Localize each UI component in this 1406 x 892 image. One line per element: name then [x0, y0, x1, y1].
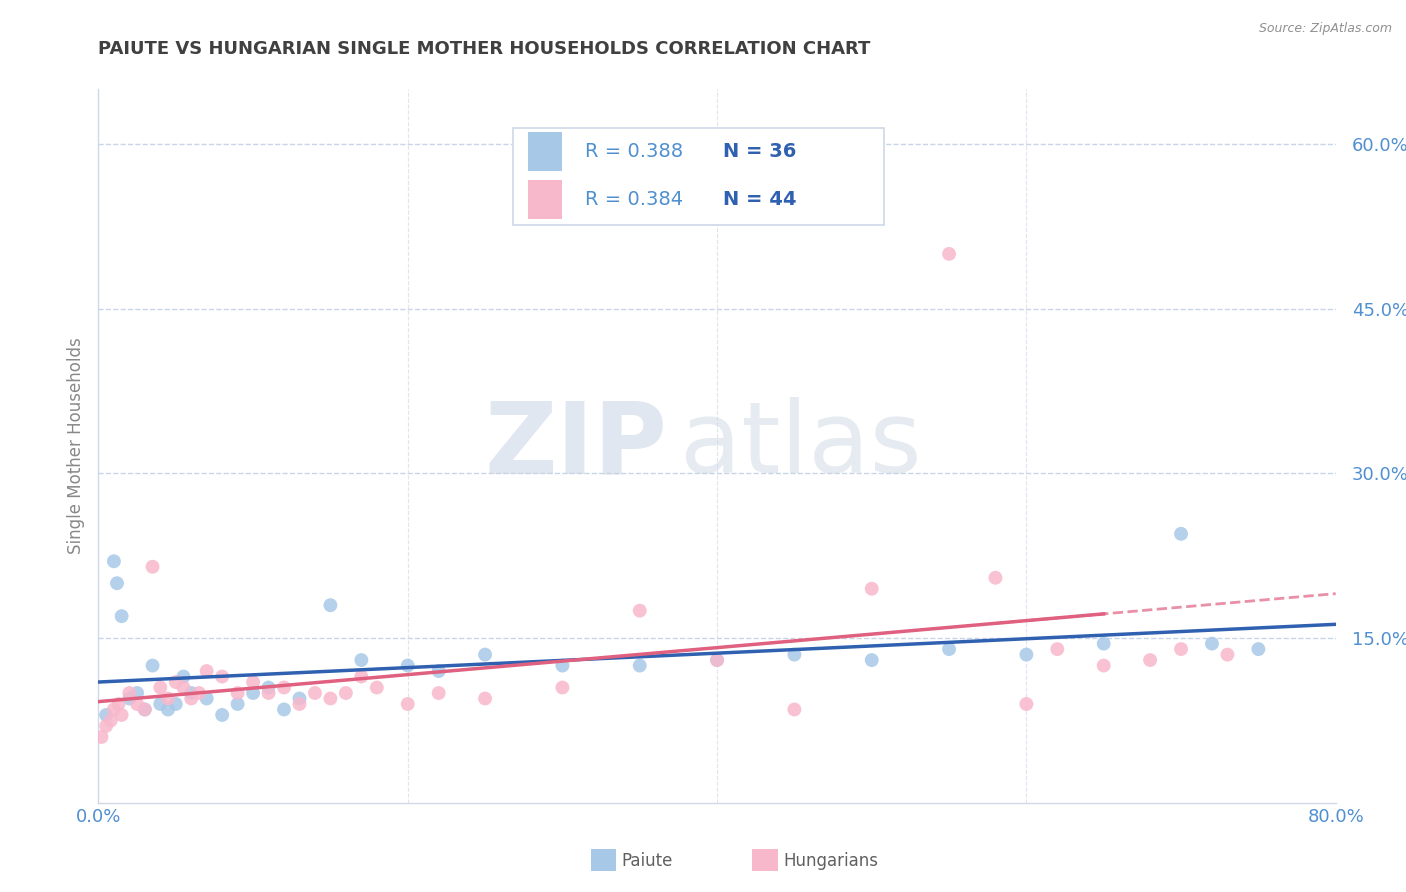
- Point: [180, 691, 202, 706]
- Point: [628, 604, 651, 618]
- Point: [551, 658, 574, 673]
- Point: [242, 675, 264, 690]
- Point: [1015, 697, 1038, 711]
- Point: [1201, 637, 1223, 651]
- Point: [134, 702, 156, 716]
- Point: [165, 675, 187, 690]
- Point: [366, 681, 388, 695]
- Text: PAIUTE VS HUNGARIAN SINGLE MOTHER HOUSEHOLDS CORRELATION CHART: PAIUTE VS HUNGARIAN SINGLE MOTHER HOUSEH…: [98, 40, 870, 58]
- Point: [1015, 648, 1038, 662]
- Point: [211, 669, 233, 683]
- Text: N = 36: N = 36: [723, 142, 797, 161]
- Point: [96, 719, 118, 733]
- Bar: [527, 180, 562, 219]
- Point: [1092, 658, 1115, 673]
- Point: [127, 697, 149, 711]
- Point: [1170, 642, 1192, 657]
- Point: [195, 691, 218, 706]
- Point: [860, 582, 883, 596]
- Point: [149, 681, 172, 695]
- Point: [211, 708, 233, 723]
- Point: [273, 681, 295, 695]
- Text: Source: ZipAtlas.com: Source: ZipAtlas.com: [1258, 22, 1392, 36]
- Point: [551, 681, 574, 695]
- Point: [105, 576, 128, 591]
- Point: [257, 681, 280, 695]
- Point: [1247, 642, 1270, 657]
- Point: [165, 697, 187, 711]
- Point: [288, 697, 311, 711]
- Point: [938, 642, 960, 657]
- Point: [1139, 653, 1161, 667]
- Point: [628, 658, 651, 673]
- Point: [90, 730, 112, 744]
- Point: [103, 554, 125, 568]
- Point: [396, 697, 419, 711]
- Point: [474, 691, 496, 706]
- Point: [111, 609, 132, 624]
- Point: [226, 697, 249, 711]
- Text: atlas: atlas: [681, 398, 921, 494]
- Point: [157, 702, 180, 716]
- Point: [195, 664, 218, 678]
- Point: [111, 708, 132, 723]
- Point: [180, 686, 202, 700]
- Point: [319, 691, 342, 706]
- Point: [396, 658, 419, 673]
- Point: [427, 686, 450, 700]
- Point: [100, 714, 122, 728]
- Point: [350, 669, 373, 683]
- Point: [118, 686, 141, 700]
- Point: [474, 648, 496, 662]
- Point: [127, 686, 149, 700]
- Text: Paiute: Paiute: [621, 852, 673, 870]
- Point: [319, 598, 342, 612]
- Point: [350, 653, 373, 667]
- Point: [242, 686, 264, 700]
- Point: [938, 247, 960, 261]
- Point: [103, 702, 125, 716]
- Point: [984, 571, 1007, 585]
- Point: [172, 681, 194, 695]
- Point: [427, 664, 450, 678]
- Point: [1092, 637, 1115, 651]
- Bar: [527, 132, 562, 171]
- Point: [304, 686, 326, 700]
- Point: [134, 702, 156, 716]
- Text: R = 0.384: R = 0.384: [585, 190, 683, 210]
- Point: [141, 658, 165, 673]
- Text: N = 44: N = 44: [723, 190, 797, 210]
- FancyBboxPatch shape: [513, 128, 884, 225]
- Point: [783, 702, 806, 716]
- Text: Hungarians: Hungarians: [783, 852, 879, 870]
- Text: R = 0.388: R = 0.388: [585, 142, 683, 161]
- Point: [1170, 526, 1192, 541]
- Point: [860, 653, 883, 667]
- Point: [706, 653, 728, 667]
- Point: [107, 697, 129, 711]
- Point: [172, 669, 194, 683]
- Point: [257, 686, 280, 700]
- Point: [783, 648, 806, 662]
- Point: [335, 686, 357, 700]
- Point: [288, 691, 311, 706]
- Y-axis label: Single Mother Households: Single Mother Households: [66, 338, 84, 554]
- Point: [1216, 648, 1239, 662]
- Point: [157, 691, 180, 706]
- Point: [149, 697, 172, 711]
- Point: [96, 708, 118, 723]
- Point: [1046, 642, 1069, 657]
- Point: [706, 653, 728, 667]
- Point: [118, 691, 141, 706]
- Point: [226, 686, 249, 700]
- Text: ZIP: ZIP: [485, 398, 668, 494]
- Point: [188, 686, 211, 700]
- Point: [141, 559, 165, 574]
- Point: [273, 702, 295, 716]
